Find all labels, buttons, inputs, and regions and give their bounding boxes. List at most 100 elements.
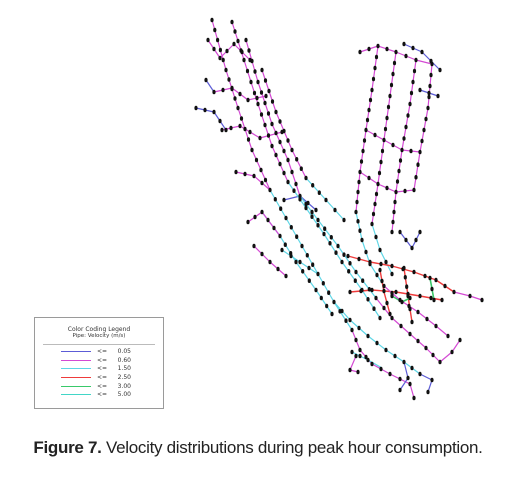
junction-node (218, 118, 222, 124)
junction-node (307, 278, 311, 284)
junction-node (384, 259, 388, 265)
junction-node (259, 167, 263, 173)
legend-operator: <= (97, 356, 108, 364)
junction-node (243, 171, 247, 177)
junction-node (238, 123, 242, 129)
junction-node (382, 283, 386, 289)
pipe-segment (453, 291, 483, 301)
legend-value: 5.00 (117, 391, 131, 399)
junction-node (414, 175, 418, 180)
junction-node (418, 293, 422, 299)
junction-node (284, 273, 288, 279)
junction-node (434, 277, 438, 283)
junction-node (212, 89, 216, 95)
junction-node (238, 91, 242, 97)
junction-node (366, 333, 370, 339)
junction-node (342, 252, 346, 257)
junction-node (388, 93, 392, 99)
junction-node (374, 234, 378, 240)
junction-node (282, 197, 286, 203)
pipe-segment (347, 255, 455, 293)
junction-node (270, 143, 274, 149)
junction-node (300, 243, 304, 249)
legend-value: 0.60 (117, 356, 131, 364)
junction-node (316, 223, 320, 228)
junction-node (468, 293, 472, 299)
junction-node (218, 55, 222, 61)
junction-node (367, 287, 371, 292)
pipe-segment (261, 69, 307, 179)
junction-node (397, 168, 401, 174)
junction-node (367, 107, 371, 113)
junction-node (373, 201, 377, 207)
junction-node (429, 58, 433, 64)
junction-node (316, 217, 320, 223)
junction-node (400, 147, 404, 153)
junction-node (260, 180, 264, 186)
junction-node (259, 90, 264, 95)
junction-node (402, 359, 406, 365)
junction-node (224, 67, 228, 73)
junction-node (221, 57, 225, 63)
junction-node (384, 347, 388, 353)
junction-node (289, 225, 293, 230)
junction-node (370, 87, 374, 93)
junction-node (388, 371, 392, 377)
junction-node (348, 367, 352, 373)
junction-node (385, 46, 389, 52)
junction-node (216, 37, 220, 43)
junction-node (438, 67, 442, 73)
junction-node (270, 99, 275, 104)
junction-node (230, 85, 234, 91)
junction-node (394, 189, 398, 195)
junction-node (414, 57, 418, 63)
junction-node (376, 43, 380, 49)
junction-node (414, 237, 418, 243)
junction-node (255, 95, 259, 101)
junction-node (329, 235, 333, 240)
junction-node (404, 53, 408, 59)
junction-node (322, 231, 326, 237)
junction-node (239, 116, 244, 121)
junction-node (333, 207, 337, 213)
junction-node (212, 46, 216, 52)
legend-row: <= 2.50 (35, 373, 163, 382)
junction-node (371, 211, 376, 217)
junction-node (361, 278, 365, 284)
junction-node (246, 137, 251, 142)
junction-node (398, 376, 402, 382)
junction-node (278, 119, 282, 124)
junction-node (403, 188, 407, 194)
junction-node (426, 389, 430, 395)
junction-node (373, 132, 377, 138)
junction-node (260, 67, 264, 73)
junction-node (264, 93, 268, 99)
junction-node (301, 269, 305, 274)
junction-node (428, 275, 432, 281)
junction-node (317, 190, 321, 195)
pipe-segment (287, 181, 381, 319)
junction-node (411, 45, 415, 51)
junction-node (330, 311, 334, 317)
junction-node (357, 179, 361, 185)
junction-node (358, 169, 362, 175)
junction-node (325, 303, 329, 309)
junction-node (450, 349, 454, 355)
junction-node (398, 158, 403, 163)
legend-operator: <= (97, 373, 108, 381)
junction-node (268, 259, 272, 265)
junction-node (372, 306, 376, 312)
junction-node (220, 127, 224, 133)
junction-node (246, 219, 250, 225)
junction-node (416, 338, 420, 344)
legend-divider (43, 344, 155, 345)
junction-node (256, 101, 260, 107)
junction-node (428, 83, 432, 89)
junction-node (379, 366, 383, 372)
figure-caption-text: Velocity distributions during peak hour … (101, 438, 483, 457)
junction-node (274, 130, 278, 136)
junction-node (252, 173, 256, 179)
junction-node (358, 228, 362, 233)
junction-node (344, 318, 348, 324)
junction-node (348, 289, 352, 295)
